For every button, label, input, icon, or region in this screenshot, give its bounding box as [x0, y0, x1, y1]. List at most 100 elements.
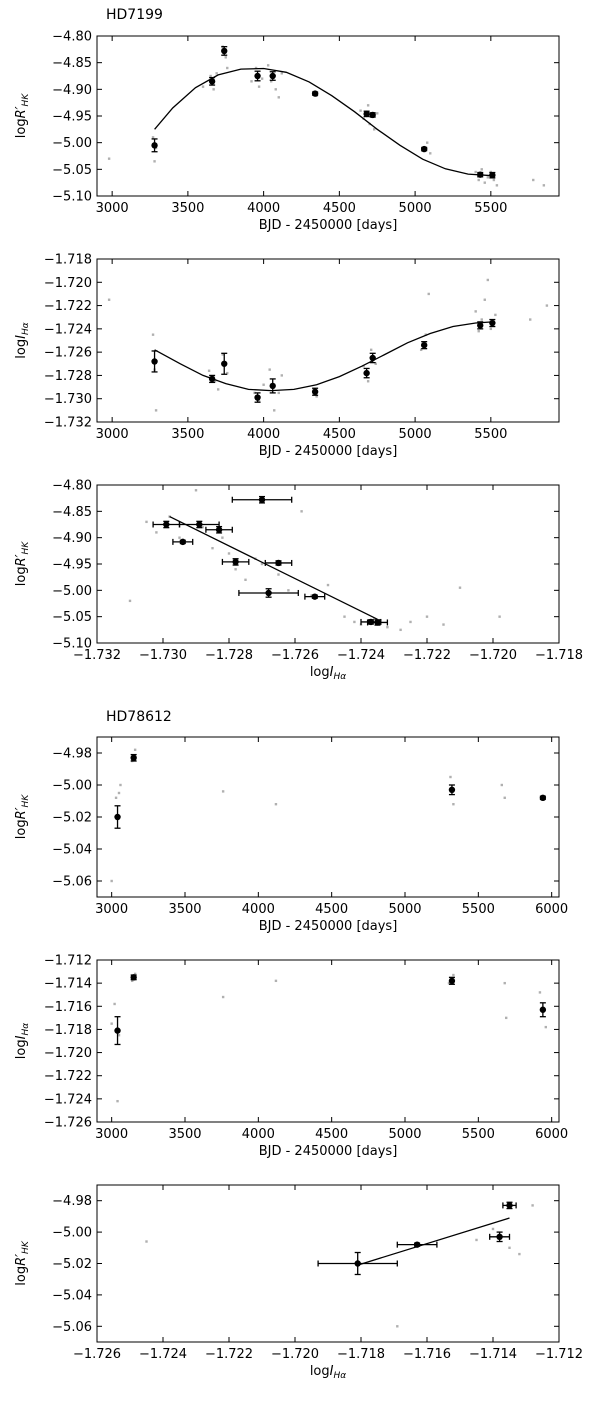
- individual-point: [201, 85, 205, 88]
- binned-point: [311, 593, 318, 600]
- individual-point: [224, 56, 227, 59]
- x-tick-label: −1.720: [469, 648, 517, 663]
- y-tick-label: −5.00: [52, 1226, 92, 1241]
- binned-point: [363, 110, 370, 118]
- individual-point: [429, 152, 432, 155]
- binned-point: [130, 754, 137, 761]
- individual-point: [262, 383, 265, 386]
- y-tick-label: −5.06: [52, 1320, 92, 1335]
- individual-point: [260, 562, 264, 566]
- y-tick-label: −1.722: [44, 299, 92, 314]
- individual-point: [207, 369, 211, 372]
- individual-point: [373, 128, 376, 131]
- binned-point: [269, 382, 276, 390]
- y-tick-label: −4.85: [52, 505, 92, 520]
- x-tick-label: −1.712: [535, 1347, 583, 1362]
- individual-point: [234, 568, 237, 571]
- individual-point: [427, 292, 430, 296]
- y-tick-label: −1.720: [44, 1046, 92, 1061]
- individual-point: [145, 520, 148, 524]
- individual-point: [257, 85, 261, 88]
- x-tick-label: 3500: [171, 201, 204, 216]
- individual-point: [425, 615, 429, 618]
- individual-point: [503, 981, 506, 985]
- individual-point: [353, 620, 356, 624]
- chart-panel-4: 3000 3500 4000 4500 5000 5500 6000 −4.98 −5.00 −5…: [14, 736, 568, 934]
- individual-point: [483, 181, 486, 184]
- binned-point: [163, 521, 170, 528]
- individual-point: [386, 626, 389, 629]
- individual-point: [133, 972, 137, 976]
- individual-point: [426, 141, 429, 144]
- binned-point: [114, 813, 121, 821]
- y-tick-label: −5.10: [52, 637, 92, 652]
- axes-frame: [96, 484, 560, 644]
- individual-point: [277, 573, 280, 576]
- y-tick-label: −5.00: [52, 584, 92, 599]
- chart-panel-5: 3000 3500 4000 4500 5000 5500 6000 −1.712 −1.714…: [14, 954, 568, 1160]
- y-tick-label: −1.718: [44, 253, 92, 268]
- x-tick-label: 4000: [247, 427, 280, 442]
- y-tick-label: −5.05: [52, 610, 92, 625]
- x-tick-label: 4500: [315, 902, 348, 917]
- y-tick-label: −4.90: [52, 531, 92, 546]
- binned-point: [151, 142, 158, 149]
- y-axis-label: logR′HK: [14, 1240, 31, 1286]
- individual-point: [201, 525, 204, 529]
- fit-curve: [169, 516, 378, 620]
- y-tick-label: −1.732: [44, 416, 92, 431]
- axes-frame: [96, 736, 560, 898]
- y-tick-label: −1.712: [44, 954, 92, 969]
- individual-point: [458, 586, 462, 589]
- x-tick-label: −1.724: [337, 648, 385, 663]
- individual-point: [250, 80, 253, 83]
- plot-area: [107, 45, 546, 187]
- x-tick-label: 6000: [535, 902, 568, 917]
- plot-area: [145, 1201, 534, 1328]
- individual-point: [287, 589, 290, 592]
- individual-point: [221, 995, 225, 999]
- x-tick-label: −1.722: [403, 648, 451, 663]
- binned-point: [179, 538, 186, 546]
- y-tick-label: −1.720: [44, 276, 92, 291]
- y-axis-label: logR′HK: [14, 541, 31, 587]
- y-tick-label: −4.90: [52, 83, 92, 98]
- individual-point: [495, 184, 499, 187]
- individual-point: [477, 329, 480, 333]
- individual-point: [216, 388, 220, 391]
- binned-point: [130, 974, 137, 981]
- individual-point: [374, 362, 377, 365]
- individual-point: [277, 391, 280, 395]
- binned-point: [477, 171, 484, 178]
- fit-curve: [357, 1217, 510, 1266]
- y-tick-label: −4.85: [52, 56, 92, 71]
- individual-point: [274, 979, 278, 983]
- x-tick-label: −1.730: [139, 648, 187, 663]
- y-tick-label: −5.10: [52, 190, 92, 205]
- individual-point: [178, 536, 181, 539]
- y-tick-label: −4.95: [52, 558, 92, 573]
- x-tick-label: −1.714: [469, 1347, 517, 1362]
- x-tick-label: −1.726: [271, 648, 319, 663]
- individual-point: [544, 1025, 547, 1029]
- binned-point: [258, 496, 266, 503]
- x-tick-label: 4500: [323, 427, 356, 442]
- individual-point: [531, 1204, 534, 1207]
- individual-point: [211, 547, 214, 550]
- x-axis-label: BJD - 2450000 [days]: [259, 919, 398, 934]
- individual-point: [280, 374, 283, 377]
- y-tick-label: −5.05: [52, 163, 92, 178]
- binned-point: [413, 1241, 421, 1248]
- individual-point: [209, 74, 212, 78]
- y-tick-label: −5.00: [52, 136, 92, 151]
- individual-point: [145, 1240, 148, 1243]
- individual-point: [113, 1002, 116, 1006]
- y-tick-label: −5.04: [52, 1288, 92, 1303]
- chart-panel-2: 3000 3500 4000 4500 5000 5500 −1.718 −1.720 −1.7…: [14, 253, 560, 459]
- individual-point: [486, 176, 490, 179]
- individual-point: [154, 409, 158, 412]
- individual-point: [449, 775, 452, 779]
- individual-point: [280, 72, 283, 75]
- binned-point: [489, 319, 496, 327]
- x-tick-label: 3000: [95, 902, 128, 917]
